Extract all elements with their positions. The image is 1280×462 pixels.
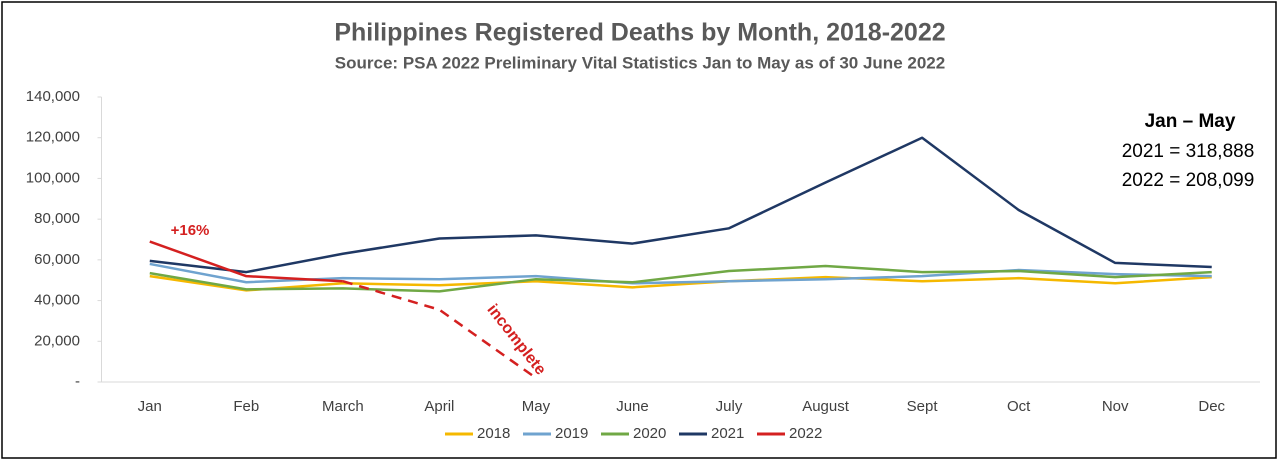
summary-title: Jan – May: [1145, 111, 1236, 132]
line-series: [342, 280, 537, 379]
summary-line: 2022 = 208,099: [1122, 170, 1255, 191]
chart-subtitle: Source: PSA 2022 Preliminary Vital Stati…: [335, 53, 945, 72]
y-tick-label: 120,000: [26, 129, 80, 146]
legend-label: 2019: [555, 425, 588, 442]
x-tick-label: Sept: [907, 398, 939, 415]
x-tick-label: March: [322, 398, 364, 415]
x-tick-label: June: [616, 398, 649, 415]
y-tick-label: 60,000: [34, 251, 80, 268]
y-tick-label: -: [75, 373, 80, 390]
legend-label: 2018: [477, 425, 510, 442]
x-tick-label: July: [716, 398, 743, 415]
line-series: [149, 264, 1212, 293]
legend-label: 2022: [789, 425, 822, 442]
y-tick-label: 80,000: [34, 210, 80, 227]
line-series: [149, 240, 343, 283]
summary-line: 2021 = 318,888: [1122, 141, 1255, 162]
line-series: [149, 274, 1212, 292]
x-tick-label: Jan: [138, 398, 162, 415]
y-tick-label: 40,000: [34, 292, 80, 309]
x-tick-label: May: [522, 398, 551, 415]
x-tick-label: Nov: [1102, 398, 1129, 415]
x-tick-label: Feb: [233, 398, 259, 415]
annotation: +16%: [171, 222, 210, 239]
y-tick-label: 20,000: [34, 332, 80, 349]
x-tick-label: April: [424, 398, 454, 415]
line-series: [149, 136, 1212, 274]
y-tick-label: 140,000: [26, 88, 80, 105]
legend-label: 2021: [711, 425, 744, 442]
x-tick-label: Oct: [1007, 398, 1031, 415]
x-tick-label: Dec: [1198, 398, 1225, 415]
x-tick-label: August: [802, 398, 850, 415]
legend-label: 2020: [633, 425, 666, 442]
line-series: [149, 262, 1212, 285]
chart-title: Philippines Registered Deaths by Month, …: [334, 19, 945, 47]
y-tick-label: 100,000: [26, 169, 80, 186]
